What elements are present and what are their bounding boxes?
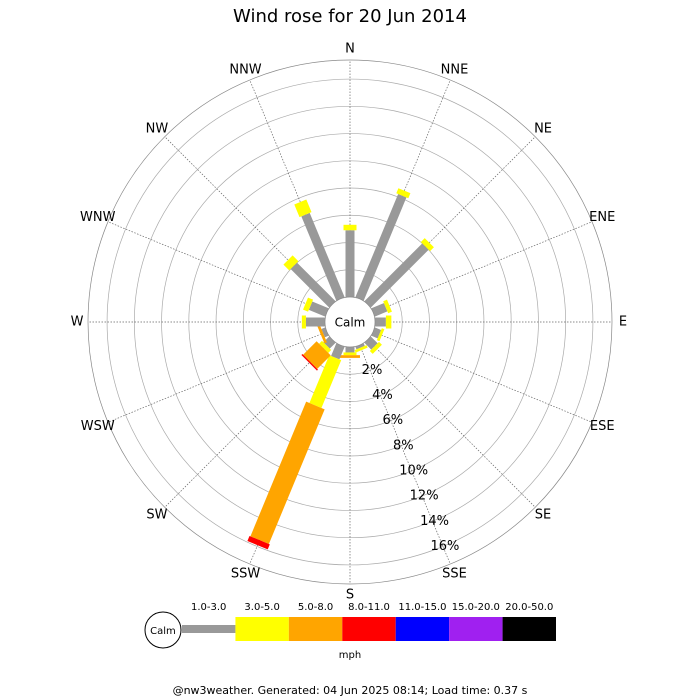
ring-label: 2% <box>362 363 383 378</box>
bar-segment <box>303 297 314 312</box>
ring-label: 16% <box>431 539 460 554</box>
bar-segment <box>283 255 299 271</box>
bar-segment <box>294 199 312 218</box>
ring <box>106 78 594 566</box>
legend-calm-label: Calm <box>150 626 176 637</box>
spoke <box>359 344 451 565</box>
bar-segment <box>305 317 325 327</box>
direction-label: NNE <box>441 62 469 77</box>
bar-segment <box>247 535 270 550</box>
ring <box>133 105 567 539</box>
direction-label: SE <box>535 508 551 523</box>
direction-label: WSW <box>81 419 115 434</box>
bar-segment <box>343 224 357 231</box>
bar-segment <box>364 243 429 308</box>
bar-segment <box>345 347 355 353</box>
bar-segment <box>323 336 336 349</box>
bar-segment <box>374 317 386 327</box>
bar-segment <box>331 343 345 360</box>
legend-label: 5.0-8.0 <box>298 602 333 613</box>
bar-segment <box>345 230 355 297</box>
legend-label: 8.0-11.0 <box>348 602 390 613</box>
ring-label: 12% <box>410 489 439 504</box>
direction-label: W <box>71 315 84 330</box>
bar-segment <box>343 352 357 356</box>
direction-label: SSW <box>231 567 261 582</box>
direction-label: ESE <box>590 419 615 434</box>
bar-segment <box>355 193 407 301</box>
calm-circle <box>324 296 376 348</box>
bar-segment <box>301 315 306 329</box>
direction-label: ENE <box>589 210 615 225</box>
bar-segment <box>319 340 332 353</box>
bar-segment <box>340 355 360 358</box>
spoke <box>367 339 536 508</box>
bar-segment <box>355 343 365 350</box>
direction-label: E <box>619 315 627 330</box>
bar-segment <box>371 303 388 317</box>
legend-swatch <box>502 617 556 641</box>
legend-label: 3.0-5.0 <box>244 602 279 613</box>
legend-label: 20.0-50.0 <box>505 602 553 613</box>
legend-calm <box>144 611 182 649</box>
bar-segment <box>321 327 329 338</box>
bar-segment <box>376 328 385 342</box>
direction-label: N <box>345 42 355 57</box>
bar-segment <box>316 323 327 344</box>
spoke <box>372 221 593 313</box>
calm-label: Calm <box>335 316 366 330</box>
direction-label: WNW <box>80 210 116 225</box>
bar-segment <box>420 238 434 252</box>
spoke <box>107 221 328 313</box>
legend-swatch <box>449 617 503 641</box>
direction-label: SSE <box>442 567 467 582</box>
bar-segment <box>383 299 392 314</box>
bar-segment <box>290 262 336 308</box>
direction-label: S <box>346 588 354 603</box>
bar-segment <box>308 301 329 317</box>
outer-ring <box>87 59 613 585</box>
spoke <box>372 331 593 423</box>
chart-title: Wind rose for 20 Jun 2014 <box>233 6 467 27</box>
legend-label: 15.0-20.0 <box>452 602 500 613</box>
direction-label: SW <box>146 508 167 523</box>
direction-label: NW <box>146 121 169 136</box>
footer: @nw3weather. Generated: 04 Jun 2025 08:1… <box>173 684 528 697</box>
legend-swatch <box>235 617 289 641</box>
bar-segment <box>354 345 368 353</box>
bar-segment <box>303 341 331 369</box>
bar-segment <box>301 212 345 301</box>
bar-segment <box>301 354 318 371</box>
legend-label: 1.0-3.0 <box>191 602 226 613</box>
ring-label: 8% <box>393 438 414 453</box>
bar-segment <box>250 401 325 544</box>
bar-segment <box>385 315 392 329</box>
spoke <box>107 331 328 423</box>
legend-swatch <box>342 617 396 641</box>
bar-segment <box>396 188 411 199</box>
legend-swatch <box>288 617 343 641</box>
ring-label: 14% <box>420 514 449 529</box>
direction-label: NNW <box>229 62 261 77</box>
ring-label: 4% <box>372 388 393 403</box>
spoke <box>164 339 333 508</box>
direction-label: NE <box>534 121 552 136</box>
bar-segment <box>369 341 382 354</box>
legend-unit: mph <box>339 650 361 661</box>
legend-swatch <box>182 625 236 633</box>
ring-label: 10% <box>399 463 428 478</box>
bar-segment <box>309 355 342 408</box>
legend-swatch <box>395 617 450 641</box>
ring-label: 6% <box>383 413 404 428</box>
legend-label: 11.0-15.0 <box>398 602 446 613</box>
